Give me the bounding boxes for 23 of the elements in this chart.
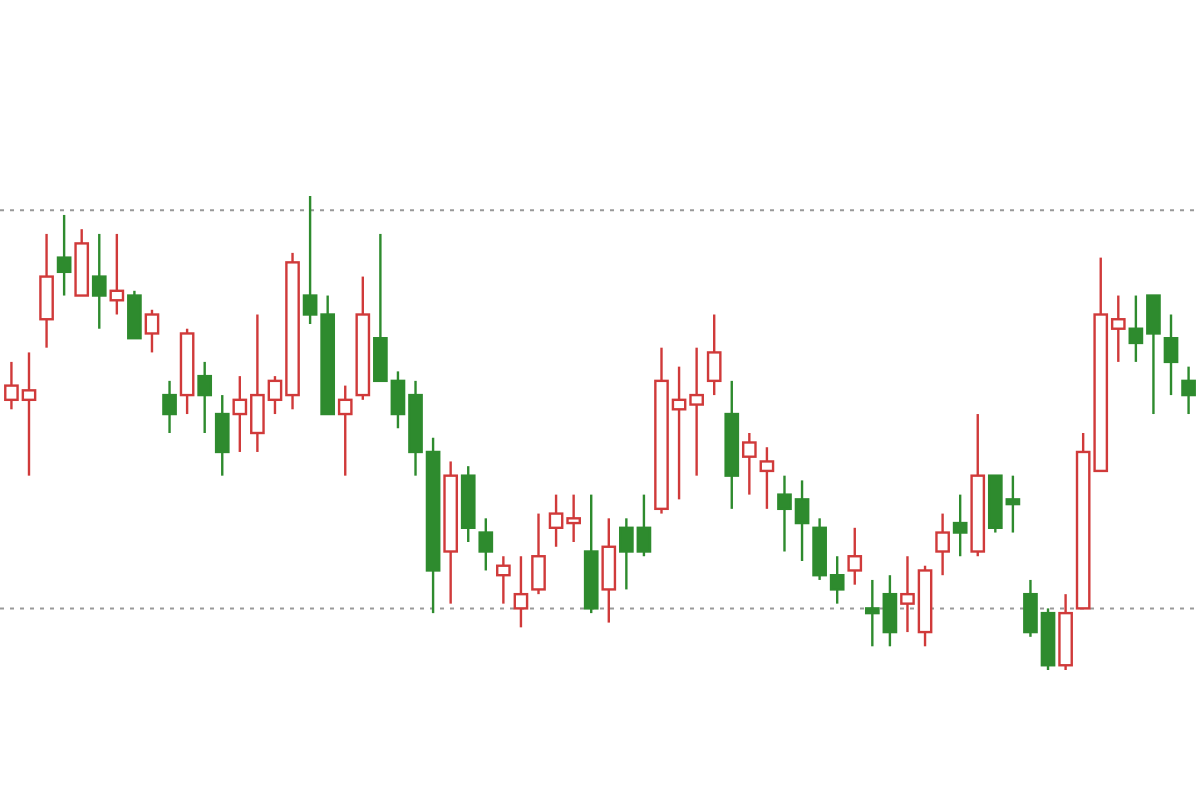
candlestick [127,289,142,340]
candlestick [109,232,125,316]
candlestick [759,446,775,511]
candlestick [144,308,160,354]
candlestick [1181,365,1196,416]
candlestick [56,213,72,297]
candlestick [91,232,107,330]
candlestick [935,512,950,577]
candlestick [706,313,722,397]
candlestick [337,384,353,477]
candlestick [496,555,511,605]
candlestick [513,555,529,629]
candlestick [478,517,494,572]
candlestick [741,431,757,496]
candlestick [162,379,177,435]
candlestick [1163,313,1179,397]
candlestick [601,517,617,624]
candlestick [531,512,546,596]
candlestick [197,360,213,435]
candlestick [847,526,863,586]
candlestick [39,232,54,349]
candlestick [952,493,968,558]
candlestick [214,393,230,477]
